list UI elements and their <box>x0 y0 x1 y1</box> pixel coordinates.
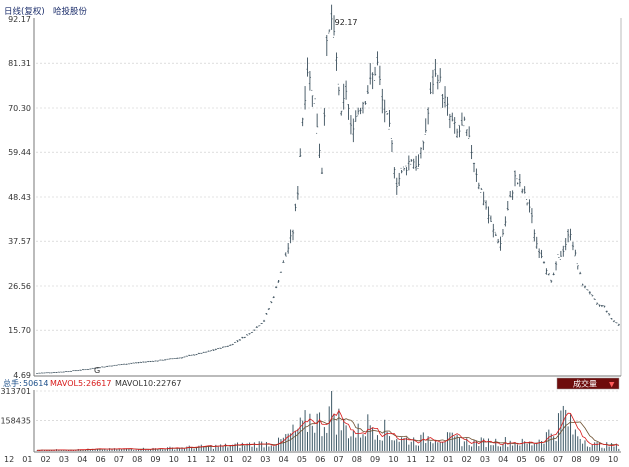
price-tick-label: 15.70 <box>8 326 31 335</box>
x-tick-label: 11 <box>407 455 417 464</box>
x-tick-label: 11 <box>187 455 197 464</box>
indicator-button-bg[interactable] <box>556 377 620 390</box>
mavol5-line <box>37 409 619 451</box>
x-tick-label: 02 <box>462 455 472 464</box>
peak-annotation: 92.17 <box>335 18 358 27</box>
chevron-down-icon[interactable]: ▼ <box>609 381 615 389</box>
x-tick-label: 06 <box>315 455 325 464</box>
volume-total-value: 50614 <box>23 379 48 388</box>
x-tick-label: 05 <box>516 455 526 464</box>
price-tick-label: 92.17 <box>8 15 31 24</box>
x-axis-tick-labels: 12 01 02 03 04 06 07 08 09 10 11 12 01 02 03 04 05 06 07 08… <box>4 455 618 464</box>
mavol10-label: MAVOL10: <box>115 379 156 388</box>
mavol5-label: MAVOL5: <box>50 379 86 388</box>
x-tick-label: 02 <box>41 455 51 464</box>
volume-y-tick-labels: 313701 158435 <box>0 387 31 426</box>
price-gridlines <box>36 62 620 331</box>
x-tick-label: 12 <box>205 455 215 464</box>
x-tick-label: 09 <box>590 455 600 464</box>
indicator-button-label[interactable]: 成交量 <box>573 379 597 389</box>
x-tick-label: 03 <box>480 455 490 464</box>
price-tick-label: 70.30 <box>8 104 31 113</box>
indicator-select-button[interactable]: 成交量 ▼ <box>556 377 620 390</box>
x-tick-label: 01 <box>443 455 453 464</box>
x-tick-label: 03 <box>260 455 270 464</box>
volume-panel: 313701 158435 <box>0 387 621 453</box>
volume-info-row: 总手: 50614 MAVOL5: 26617 MAVOL10: 22767 成… <box>3 377 620 390</box>
price-panel: 92.17 81.31 70.30 59.44 48.43 37.57 26.56 15.70… <box>8 4 622 380</box>
price-tick-label: 4.69 <box>13 371 31 380</box>
mavol5-value: 26617 <box>86 379 111 388</box>
low-annotation: G <box>94 366 100 375</box>
price-tick-label: 48.43 <box>8 193 31 202</box>
x-tick-label: 12 <box>4 455 14 464</box>
x-tick-label: 08 <box>571 455 581 464</box>
price-tick-label: 81.31 <box>8 59 31 68</box>
price-series <box>36 4 620 374</box>
price-y-tick-labels: 92.17 81.31 70.30 59.44 48.43 37.57 26.56 15.70… <box>8 15 31 380</box>
stock-name: 哈投股份 <box>53 6 88 17</box>
volume-tick-label: 158435 <box>0 417 31 426</box>
x-tick-label: 01 <box>22 455 32 464</box>
price-tick-label: 37.57 <box>8 237 31 246</box>
x-tick-label: 09 <box>150 455 160 464</box>
x-tick-label: 10 <box>388 455 398 464</box>
x-tick-label: 07 <box>553 455 563 464</box>
x-tick-label: 04 <box>77 455 87 464</box>
chart-title: 日线(复权) <box>4 6 45 17</box>
x-tick-label: 07 <box>333 455 343 464</box>
price-tick-label: 59.44 <box>8 148 31 157</box>
volume-tick-label: 313701 <box>0 387 31 396</box>
x-tick-label: 04 <box>279 455 289 464</box>
x-tick-label: 08 <box>132 455 142 464</box>
mavol10-value: 22767 <box>156 379 181 388</box>
volume-total-label: 总手: <box>3 378 22 388</box>
x-tick-label: 02 <box>242 455 252 464</box>
x-tick-label: 06 <box>535 455 545 464</box>
x-tick-label: 01 <box>224 455 234 464</box>
x-tick-label: 04 <box>498 455 508 464</box>
x-tick-label: 10 <box>169 455 179 464</box>
x-tick-label: 03 <box>59 455 69 464</box>
x-tick-label: 05 <box>297 455 307 464</box>
x-tick-label: 10 <box>608 455 618 464</box>
price-tick-label: 26.56 <box>8 282 31 291</box>
x-tick-label: 06 <box>96 455 106 464</box>
volume-gridlines <box>36 390 620 421</box>
x-tick-label: 08 <box>352 455 362 464</box>
x-tick-label: 07 <box>114 455 124 464</box>
volume-bars <box>36 391 620 451</box>
x-tick-label: 12 <box>425 455 435 464</box>
x-tick-label: 09 <box>370 455 380 464</box>
